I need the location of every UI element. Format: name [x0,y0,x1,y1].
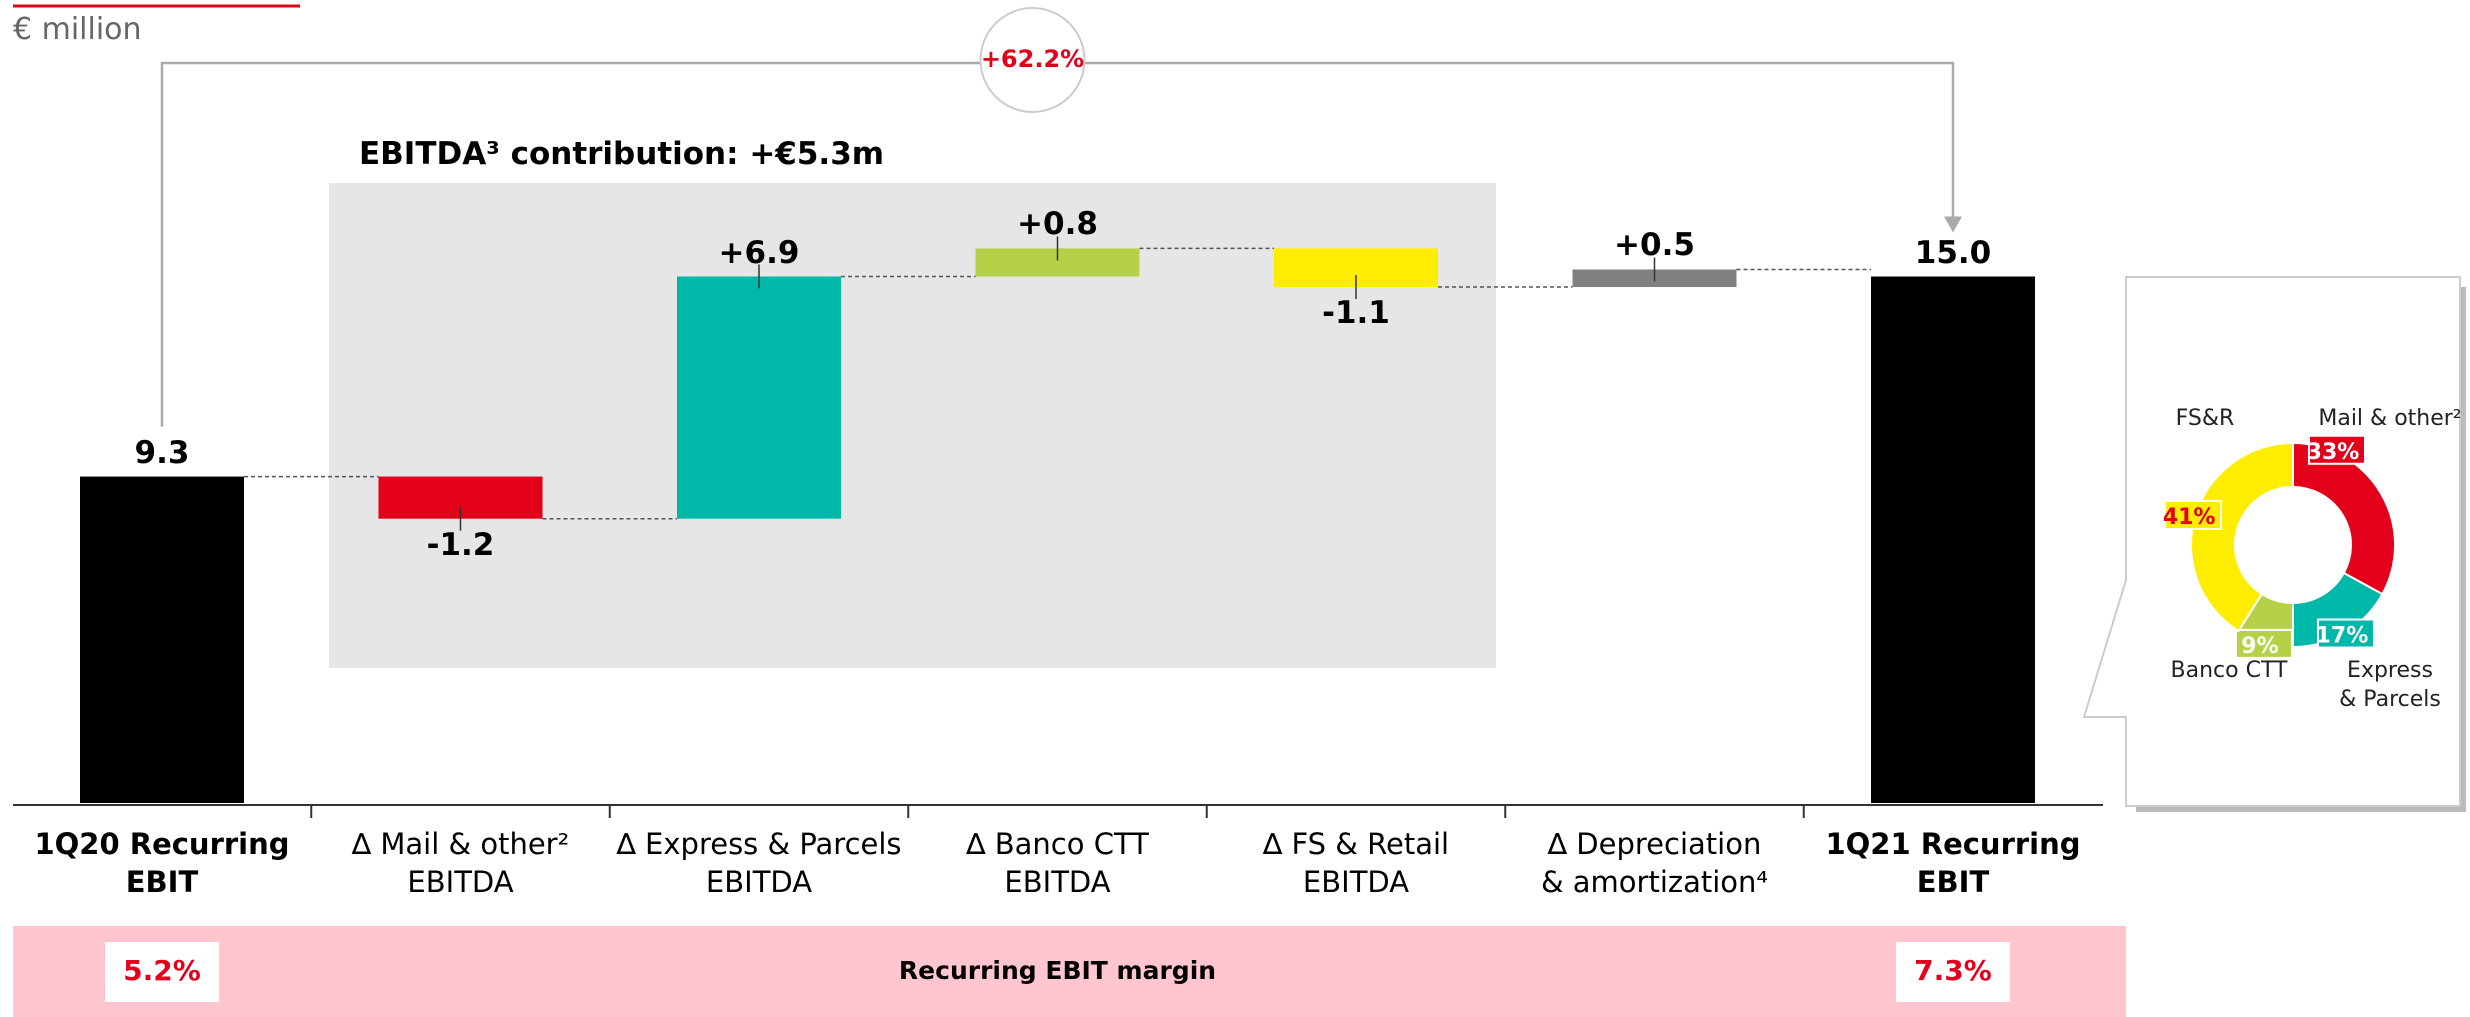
callout-box [2082,276,2461,807]
value-label: 9.3 [134,434,190,471]
x-tick-label: 1Q21 Recurring EBIT [1825,827,2081,899]
pct-label: 9% [2241,634,2278,659]
pct-box [2164,499,2223,530]
bar [677,276,841,519]
group-label: EBITDA³ contribution: +€5.3m [359,136,885,172]
pct-box [2307,434,2366,465]
pct-label: 41% [2163,505,2216,530]
donut-segment [2190,441,2294,633]
margin-label: Recurring EBIT margin [898,956,1217,985]
x-tick-label: ∆ Depreciation & amortization⁴ [1540,827,1769,899]
value-label: +6.9 [718,234,800,271]
pct-sign: % [2346,624,2368,649]
x-tick-label: ∆ Express & Parcels EBITDA [616,827,902,899]
margin-box [105,942,219,1002]
x-tick-label: 1Q20 Recurring EBIT [34,827,290,899]
pct-sign: % [2257,634,2279,659]
x-tick-label: ∆ Mail & other² EBITDA [351,827,570,899]
value-label: -1.2 [426,526,495,563]
subtitle: € million [13,12,142,47]
donut-label: Express & Parcels [2339,658,2441,712]
donut-label: Mail & other² [2318,406,2462,431]
donut-label: FS&R [2175,406,2235,431]
value-label: +0.5 [1614,227,1695,264]
pct-box [2316,618,2375,649]
pct-label: 17% [2316,624,2369,649]
donut-label: Banco CTT [2170,658,2288,683]
x-tick-label: ∆ Banco CTT EBITDA [966,827,1149,899]
pct-sign: % [2337,440,2359,465]
pct-box [2234,628,2293,659]
margin-value: 7.3% [1914,954,1992,987]
margin-band [13,926,2126,1017]
margin-box [1896,942,2010,1002]
value-label: 15.0 [1914,234,1992,271]
x-tick-label: ∆ FS & Retail EBITDA [1262,827,1450,899]
arrow-head [1944,216,1962,233]
value-label: +0.8 [1017,206,1098,243]
margin-value: 5.2% [123,954,201,987]
bar [80,476,244,803]
value-label: -1.1 [1322,295,1390,332]
annotation: +62.2% [980,45,1085,73]
pct-sign: % [2193,505,2215,530]
annotation-circle [979,7,1086,113]
pct-label: 33% [2307,440,2360,465]
bar [1871,276,2035,803]
